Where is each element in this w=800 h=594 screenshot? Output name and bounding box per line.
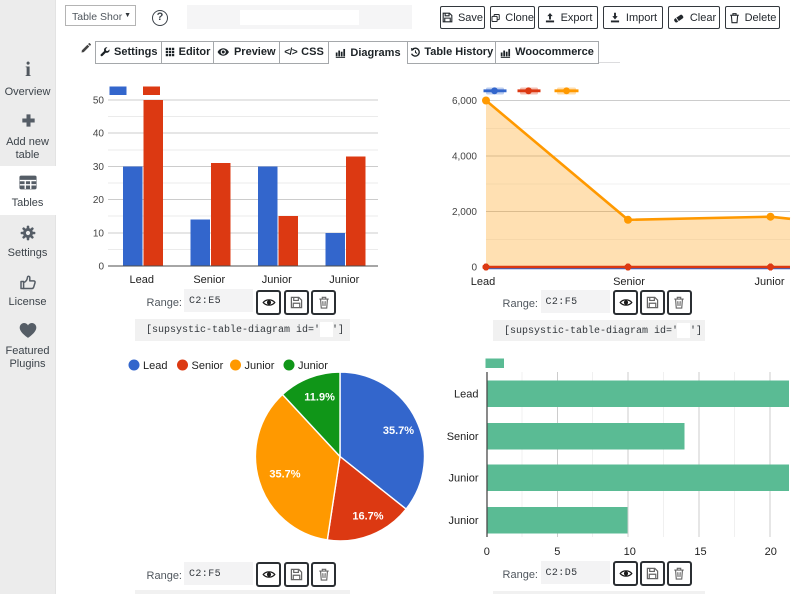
svg-text:50: 50: [93, 96, 105, 107]
svg-text:Lead: Lead: [143, 360, 167, 372]
svg-text:35.7%: 35.7%: [269, 469, 300, 481]
svg-text:11.9%: 11.9%: [304, 392, 335, 404]
svg-text:Lead: Lead: [454, 389, 478, 401]
svg-text:Junior: Junior: [298, 360, 328, 372]
svg-text:Lead: Lead: [471, 276, 495, 288]
svg-text:Junior: Junior: [755, 276, 785, 288]
svg-text:20: 20: [765, 546, 777, 558]
svg-text:20: 20: [93, 195, 105, 206]
svg-text:Senior: Senior: [193, 274, 225, 286]
svg-text:35.7%: 35.7%: [383, 425, 414, 437]
svg-text:Junior: Junior: [245, 360, 275, 372]
svg-text:2,000: 2,000: [452, 207, 477, 218]
svg-text:30: 30: [93, 162, 105, 173]
svg-text:15: 15: [694, 546, 706, 558]
svg-text:Junior: Junior: [449, 473, 479, 485]
svg-text:16.7%: 16.7%: [352, 510, 383, 522]
svg-text:Senior: Senior: [613, 276, 645, 288]
svg-text:Junior: Junior: [449, 515, 479, 527]
svg-text:Senior: Senior: [192, 360, 224, 372]
svg-text:Lead: Lead: [130, 274, 154, 286]
svg-text:Senior: Senior: [447, 431, 479, 443]
svg-text:40: 40: [93, 129, 105, 140]
svg-text:Junior: Junior: [262, 274, 292, 286]
svg-text:10: 10: [93, 228, 105, 239]
svg-text:0: 0: [98, 262, 104, 273]
svg-text:4,000: 4,000: [452, 152, 477, 163]
svg-text:0: 0: [471, 263, 477, 274]
svg-text:6,000: 6,000: [452, 96, 477, 107]
svg-text:5: 5: [554, 546, 560, 558]
svg-text:0: 0: [484, 546, 490, 558]
svg-text:10: 10: [624, 546, 636, 558]
svg-text:Junior: Junior: [329, 274, 359, 286]
